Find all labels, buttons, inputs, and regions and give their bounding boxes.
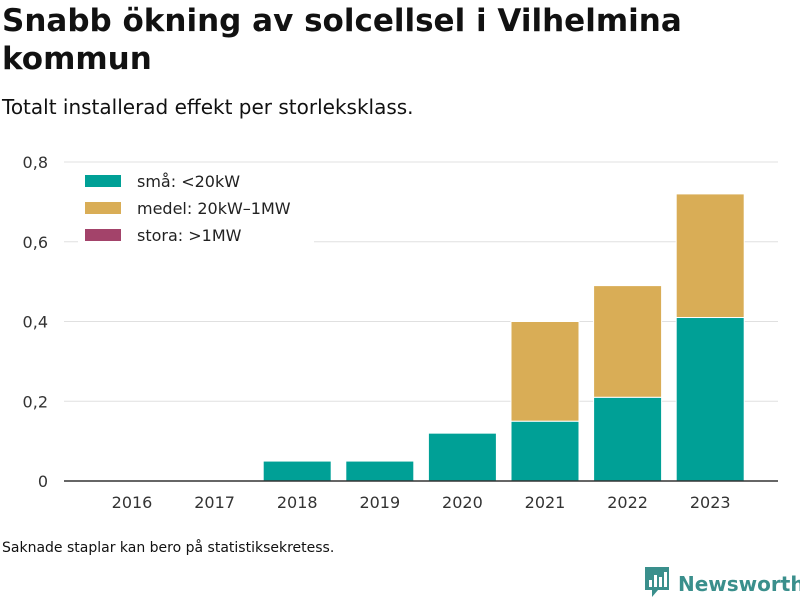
- x-tick-label: 2016: [112, 493, 153, 512]
- x-axis: 2016 2017 2018 2019 2020 2021 2022 2023: [64, 480, 778, 512]
- chart-subtitle: Totalt installerad effekt per storlekskl…: [2, 95, 414, 119]
- bar-segment: [593, 285, 663, 398]
- y-tick-label: 0,2: [23, 392, 48, 411]
- x-tick-label: 2021: [525, 493, 566, 512]
- y-tick-label: 0,6: [23, 233, 48, 252]
- x-tick-label: 2022: [607, 493, 648, 512]
- bar-segment: [593, 396, 663, 482]
- legend-swatch: [85, 202, 121, 214]
- bar-segment: [262, 460, 332, 482]
- newsworthy-logo-icon: [644, 566, 670, 602]
- bar-segment: [675, 193, 745, 319]
- x-tick-label: 2019: [359, 493, 400, 512]
- y-tick-label: 0,8: [23, 153, 48, 172]
- x-tick-label: 2017: [194, 493, 235, 512]
- y-axis: 0 0,2 0,4 0,6 0,8: [23, 153, 48, 491]
- footnote: Saknade staplar kan bero på statistiksek…: [2, 540, 335, 556]
- stacked-bar-chart: 00,20,40,60,8 2016 2017 2018 2019 2020 2021 20…: [23, 153, 778, 512]
- legend-label: stora: >1MW: [137, 226, 242, 245]
- legend-swatch: [85, 229, 121, 241]
- y-tick-label: 0: [38, 472, 48, 491]
- bar-segment: [510, 420, 580, 482]
- legend-swatch: [85, 175, 121, 187]
- x-tick-label: 2023: [690, 493, 731, 512]
- bar-segment: [427, 432, 497, 482]
- bars: [262, 193, 745, 482]
- brand-logo: Newsworthy: [644, 566, 800, 602]
- x-tick-label: 2018: [277, 493, 318, 512]
- x-tick-label: 2020: [442, 493, 483, 512]
- legend: små: <20kW medel: 20kW–1MW stora: >1MW: [78, 166, 314, 245]
- bar-segment: [675, 317, 745, 482]
- bar-segment: [345, 460, 415, 482]
- chart-title: Snabb ökning av solcellsel i Vilhelmina …: [2, 3, 682, 77]
- brand-name: Newsworthy: [678, 572, 800, 596]
- bar-segment: [510, 321, 580, 422]
- y-tick-label: 0,4: [23, 313, 48, 332]
- legend-label: små: <20kW: [137, 172, 240, 191]
- legend-label: medel: 20kW–1MW: [137, 199, 291, 218]
